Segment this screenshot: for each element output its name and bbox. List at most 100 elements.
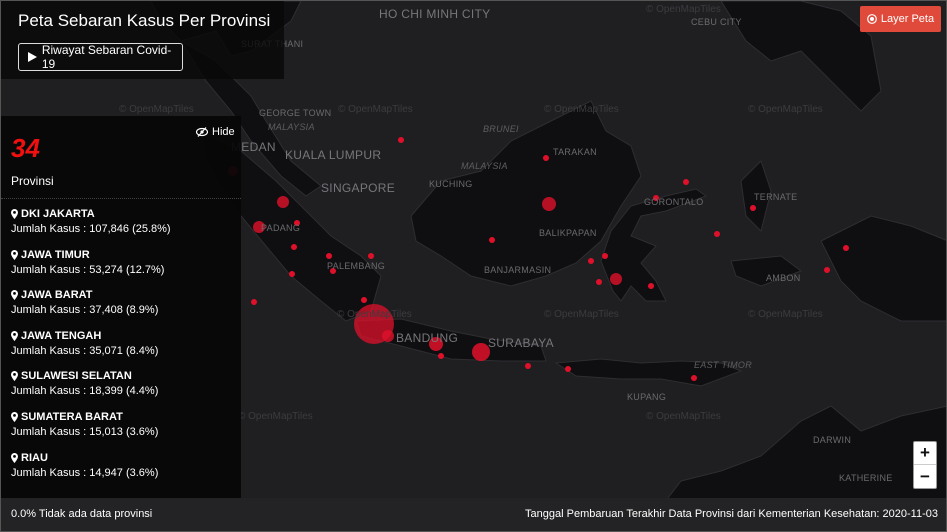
province-marker[interactable] — [683, 179, 689, 185]
province-marker[interactable] — [438, 353, 444, 359]
province-marker[interactable] — [602, 253, 608, 259]
province-name: JAWA TENGAH — [21, 329, 102, 342]
map-marker-icon — [11, 209, 18, 219]
map-marker-icon — [11, 290, 18, 301]
province-marker[interactable] — [294, 220, 300, 226]
province-marker[interactable] — [824, 267, 830, 273]
province-marker[interactable] — [714, 231, 720, 237]
list-item[interactable]: SUMATERA BARAT Jumlah Kasus : 15,013 (3.6… — [11, 411, 171, 452]
history-button[interactable]: Riwayat Sebaran Covid-19 — [18, 43, 183, 71]
province-marker[interactable] — [326, 253, 332, 259]
hide-button[interactable]: Hide — [196, 126, 235, 138]
province-marker[interactable] — [382, 330, 394, 342]
map-attribution: © OpenMapTiles — [338, 104, 413, 115]
list-item[interactable]: RIAU Jumlah Kasus : 14,947 (3.6%) — [11, 452, 171, 493]
map-label-george: George Town — [259, 108, 332, 118]
zoom-in-button[interactable]: + — [914, 442, 936, 465]
province-name: SULAWESI SELATAN — [21, 370, 132, 383]
layer-button-label: Layer Peta — [880, 13, 935, 25]
province-name: RIAU — [21, 451, 48, 464]
province-marker[interactable] — [330, 268, 336, 274]
footer-bar: 0.0% Tidak ada data provinsi Tanggal Pem… — [1, 498, 946, 531]
map-attribution: © OpenMapTiles — [646, 4, 721, 15]
province-marker[interactable] — [648, 283, 654, 289]
province-marker[interactable] — [253, 221, 265, 233]
map-label-ternate: Ternate — [754, 192, 798, 202]
province-marker[interactable] — [251, 299, 257, 305]
map-label-palembang: Palembang — [327, 261, 386, 271]
land-papua — [820, 215, 946, 322]
list-item[interactable]: JAWA TENGAH Jumlah Kasus : 35,071 (8.4%) — [11, 330, 171, 371]
land-borneo — [410, 100, 642, 287]
hide-label: Hide — [212, 126, 235, 138]
zoom-out-button[interactable]: − — [920, 466, 930, 486]
map-attribution: © OpenMapTiles — [337, 309, 412, 320]
play-icon — [28, 52, 37, 62]
province-marker[interactable] — [472, 343, 490, 361]
province-marker[interactable] — [691, 375, 697, 381]
layers-icon — [866, 14, 877, 24]
map-label-singapore: Singapore — [321, 181, 396, 195]
province-marker[interactable] — [489, 237, 495, 243]
map-label-banjarmasin: Banjarmasin — [484, 265, 552, 275]
province-marker[interactable] — [429, 337, 443, 351]
map-label-cebu: Cebu City — [691, 17, 742, 27]
page-title: Peta Sebaran Kasus Per Provinsi — [18, 11, 271, 30]
map-attribution: © OpenMapTiles — [646, 411, 721, 422]
map-label-padang: Padang — [261, 223, 301, 233]
province-marker[interactable] — [653, 195, 659, 201]
province-marker[interactable] — [398, 137, 404, 143]
list-item[interactable]: JAWA BARAT Jumlah Kasus : 37,408 (8.9%) — [11, 289, 171, 330]
province-marker[interactable] — [843, 245, 849, 251]
map-label-kuching: Kuching — [429, 179, 473, 189]
province-list: DKI JAKARTA Jumlah Kasus : 107,846 (25.8%… — [11, 208, 171, 492]
province-name: DKI JAKARTA — [21, 208, 95, 220]
map-marker-icon — [11, 411, 18, 422]
province-panel: Hide 34 Provinsi DKI JAKARTA Jumlah Kasus… — [1, 116, 241, 498]
province-name: SUMATERA BARAT — [21, 410, 123, 423]
layer-button[interactable]: Layer Peta — [860, 6, 941, 32]
map-label-balikpapan: Balikpapan — [539, 228, 597, 238]
list-item[interactable]: DKI JAKARTA Jumlah Kasus : 107,846 (25.8%… — [11, 208, 171, 249]
province-name: JAWA BARAT — [21, 289, 93, 302]
province-marker[interactable] — [588, 258, 594, 264]
map-label-katherine: Katherine — [839, 473, 893, 483]
map-label-surabaya: Surabaya — [488, 336, 554, 350]
map-attribution: © OpenMapTiles — [544, 309, 619, 320]
province-cases: Jumlah Kasus : 14,947 (3.6%) — [11, 466, 159, 479]
province-cases: Jumlah Kasus : 35,071 (8.4%) — [11, 344, 159, 357]
province-cases: Jumlah Kasus : 15,013 (3.6%) — [11, 425, 159, 438]
map-label-hcmc: Ho Chi Minh City — [379, 7, 491, 21]
zoom-control: + − — [913, 441, 937, 489]
map-marker-icon — [11, 249, 18, 260]
eye-slash-icon — [196, 127, 208, 137]
province-cases: Jumlah Kasus : 53,274 (12.7%) — [11, 263, 165, 276]
map-attribution: © OpenMapTiles — [748, 309, 823, 320]
list-item[interactable]: JAWA TIMUR Jumlah Kasus : 53,274 (12.7%) — [11, 249, 171, 290]
province-count-label: Provinsi — [11, 174, 54, 188]
last-updated: Tanggal Pembaruan Terakhir Data Provinsi… — [525, 508, 938, 520]
map-label-malaysia1: Malaysia — [268, 122, 315, 132]
divider — [1, 198, 241, 199]
province-marker[interactable] — [525, 363, 531, 369]
province-marker[interactable] — [289, 271, 295, 277]
province-marker[interactable] — [543, 155, 549, 161]
province-marker[interactable] — [565, 366, 571, 372]
province-marker[interactable] — [361, 297, 367, 303]
map-attribution: © OpenMapTiles — [119, 104, 194, 115]
map-attribution: © OpenMapTiles — [238, 411, 313, 422]
province-marker[interactable] — [277, 196, 289, 208]
land-java — [355, 318, 547, 362]
province-marker[interactable] — [610, 273, 622, 285]
province-marker[interactable] — [368, 253, 374, 259]
map-label-easttimor: East Timor — [694, 360, 753, 370]
province-marker[interactable] — [542, 197, 556, 211]
province-marker[interactable] — [291, 244, 297, 250]
map-marker-icon — [11, 452, 18, 463]
list-item[interactable]: SULAWESI SELATAN Jumlah Kasus : 18,399 (4… — [11, 370, 171, 411]
map-label-brunei: Brunei — [483, 124, 519, 134]
province-marker[interactable] — [750, 205, 756, 211]
map-label-kupang: Kupang — [627, 392, 667, 402]
province-marker[interactable] — [596, 279, 602, 285]
